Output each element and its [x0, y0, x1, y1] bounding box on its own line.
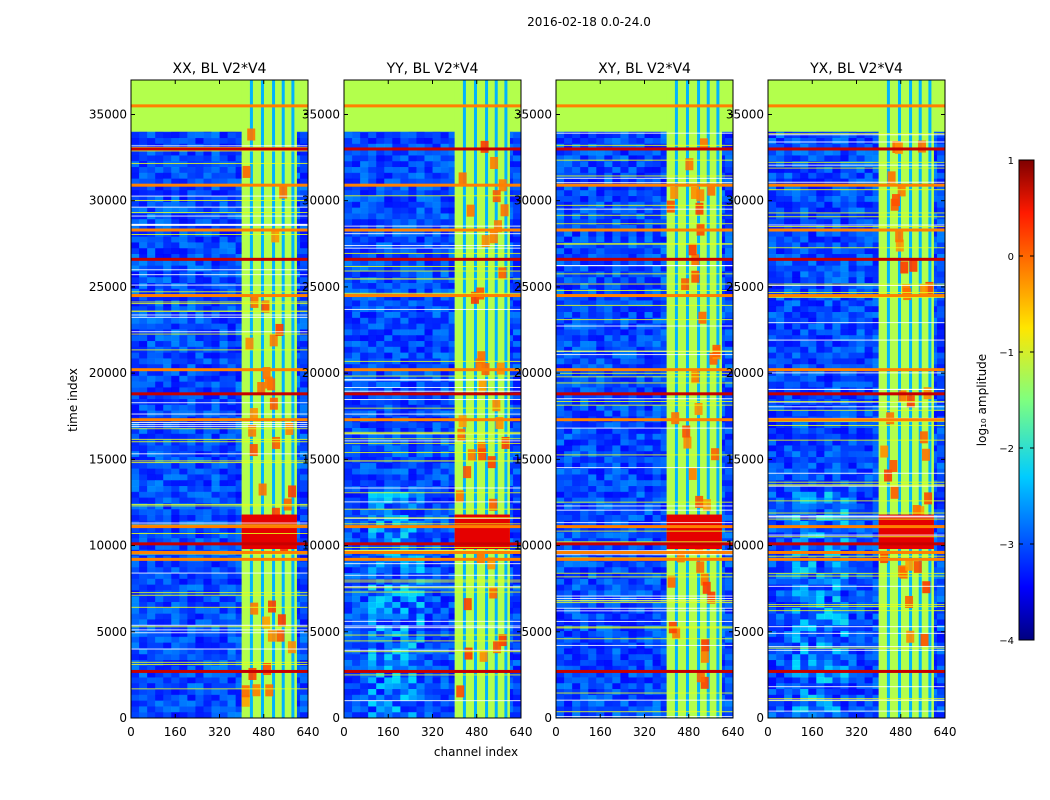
heatmap-image — [556, 80, 733, 718]
y-tick-label: 0 — [119, 711, 127, 725]
y-tick-label: 30000 — [89, 194, 127, 208]
x-tick-label: 0 — [340, 725, 348, 739]
y-tick-label: 15000 — [514, 452, 552, 466]
y-tick-label: 0 — [544, 711, 552, 725]
panel-title: YY, BL V2*V4 — [386, 61, 479, 77]
x-tick-label: 320 — [633, 725, 656, 739]
colorbar-tick-label: 0 — [1008, 252, 1014, 263]
panel-title: XY, BL V2*V4 — [598, 61, 691, 77]
x-tick-label: 320 — [208, 725, 231, 739]
y-tick-label: 20000 — [726, 366, 764, 380]
x-tick-label: 480 — [677, 725, 700, 739]
x-tick-label: 480 — [465, 725, 488, 739]
y-tick-label: 20000 — [514, 366, 552, 380]
x-tick-label: 160 — [164, 725, 187, 739]
y-tick-label: 5000 — [733, 625, 764, 639]
x-tick-label: 320 — [845, 725, 868, 739]
x-axis-label: channel index — [434, 745, 518, 759]
x-tick-label: 320 — [421, 725, 444, 739]
x-tick-label: 0 — [552, 725, 560, 739]
colorbar-tick-label: 1 — [1008, 156, 1014, 167]
colorbar-tick-label: −1 — [999, 348, 1014, 359]
panel-yy: YY, BL V2*V4 0 160 320 480 640 0 5000 10000 15000… — [302, 61, 533, 739]
heatmap-image — [131, 80, 308, 718]
x-tick-label: 480 — [889, 725, 912, 739]
y-tick-label: 0 — [332, 711, 340, 725]
x-tick-label: 640 — [510, 725, 533, 739]
colorbar-gradient — [1018, 159, 1035, 641]
y-tick-label: 25000 — [726, 280, 764, 294]
colorbar-label: log₁₀ amplitude — [975, 354, 989, 446]
panel-xy: XY, BL V2*V4 0 160 320 480 640 0 5000 10000 15000… — [514, 61, 745, 739]
y-tick-label: 30000 — [302, 194, 340, 208]
heatmap-image — [768, 80, 945, 718]
y-tick-label: 10000 — [89, 539, 127, 553]
colorbar-tick-label: −4 — [999, 636, 1014, 647]
x-tick-label: 480 — [252, 725, 275, 739]
y-tick-label: 25000 — [302, 280, 340, 294]
x-tick-label: 160 — [589, 725, 612, 739]
colorbar-tick-label: −3 — [999, 540, 1014, 551]
y-tick-label: 35000 — [514, 107, 552, 121]
x-tick-label: 0 — [127, 725, 135, 739]
panel-yx: YX, BL V2*V4 0 160 320 480 640 0 5000 10000 15000… — [726, 61, 957, 739]
figure-suptitle: 2016-02-18 0.0-24.0 — [527, 15, 651, 29]
y-tick-label: 35000 — [726, 107, 764, 121]
colorbar-tick-label: −2 — [999, 444, 1014, 455]
y-tick-label: 20000 — [89, 366, 127, 380]
x-tick-label: 160 — [377, 725, 400, 739]
y-axis-label: time index — [66, 368, 80, 432]
panels: XX, BL V2*V4 0 160 320 480 640 0 5000 10000 15000… — [89, 61, 957, 739]
y-tick-label: 5000 — [96, 625, 127, 639]
x-tick-label: 640 — [934, 725, 957, 739]
x-tick-label: 640 — [297, 725, 320, 739]
y-tick-label: 10000 — [514, 539, 552, 553]
y-tick-label: 15000 — [302, 452, 340, 466]
y-tick-label: 10000 — [302, 539, 340, 553]
y-tick-label: 5000 — [309, 625, 340, 639]
y-tick-label: 30000 — [514, 194, 552, 208]
x-tick-label: 160 — [801, 725, 824, 739]
heatmap-image — [344, 80, 521, 718]
y-tick-label: 30000 — [726, 194, 764, 208]
y-tick-label: 15000 — [726, 452, 764, 466]
y-tick-label: 25000 — [514, 280, 552, 294]
y-tick-label: 15000 — [89, 452, 127, 466]
panel-title: YX, BL V2*V4 — [809, 61, 903, 77]
y-tick-label: 35000 — [89, 107, 127, 121]
y-tick-label: 35000 — [302, 107, 340, 121]
x-tick-label: 640 — [722, 725, 745, 739]
y-tick-label: 20000 — [302, 366, 340, 380]
y-tick-label: 5000 — [521, 625, 552, 639]
x-tick-label: 0 — [764, 725, 772, 739]
y-tick-label: 10000 — [726, 539, 764, 553]
panel-title: XX, BL V2*V4 — [173, 61, 267, 77]
colorbar: log₁₀ amplitude 1 0 −1 −2 −3 −4 — [975, 156, 1035, 647]
y-tick-label: 0 — [756, 711, 764, 725]
y-tick-label: 25000 — [89, 280, 127, 294]
panel-xx: XX, BL V2*V4 0 160 320 480 640 0 5000 10000 15000… — [89, 61, 320, 739]
